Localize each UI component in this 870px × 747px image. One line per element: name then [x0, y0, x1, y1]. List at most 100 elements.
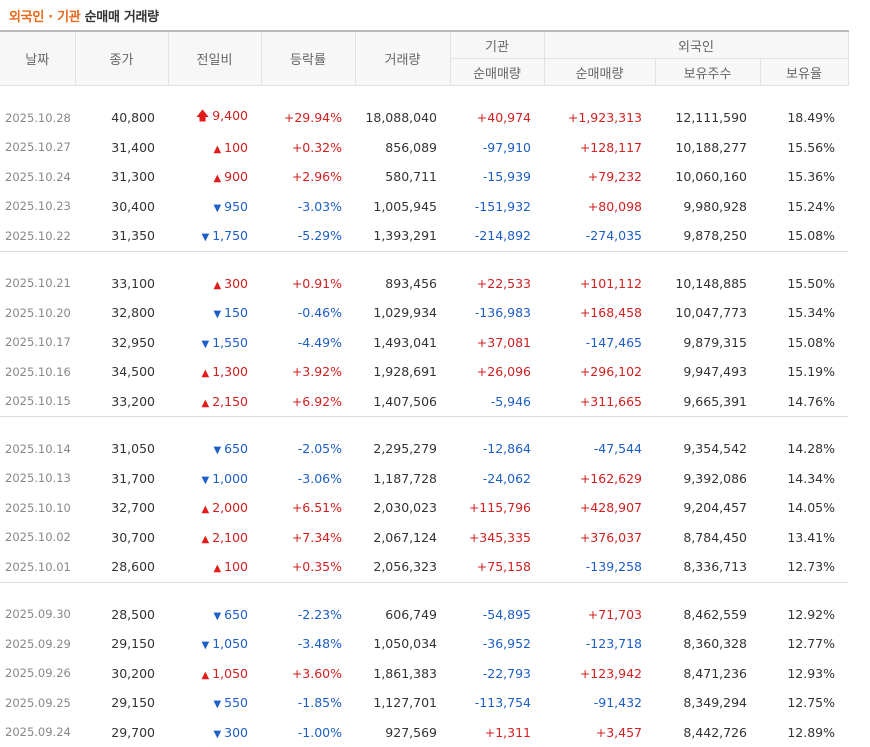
institution-net-cell: -54,895: [450, 600, 544, 630]
institution-net-cell: +37,081: [450, 328, 544, 358]
date-cell: 2025.10.24: [0, 162, 75, 192]
header-foreign-net[interactable]: 순매매량: [544, 59, 655, 86]
volume-cell: 1,187,728: [355, 464, 450, 494]
change-cell: ▲1,050: [168, 659, 261, 689]
rate-cell: -5.29%: [261, 221, 355, 251]
holding-ratio-cell: 15.08%: [760, 221, 848, 251]
foreign-net-cell: +71,703: [544, 600, 655, 630]
holding-ratio-cell: 13.41%: [760, 523, 848, 553]
volume-cell: 1,127,701: [355, 688, 450, 718]
down-triangle-icon: ▼: [213, 203, 221, 214]
down-triangle-icon: ▼: [213, 611, 221, 622]
date-cell: 2025.10.14: [0, 434, 75, 464]
rate-cell: -2.23%: [261, 600, 355, 630]
header-close[interactable]: 종가: [75, 31, 168, 86]
volume-cell: 606,749: [355, 600, 450, 630]
holding-ratio-cell: 14.28%: [760, 434, 848, 464]
foreign-net-cell: +101,112: [544, 269, 655, 299]
institution-net-cell: +75,158: [450, 552, 544, 582]
down-triangle-icon: ▼: [213, 729, 221, 740]
foreign-net-cell: -139,258: [544, 552, 655, 582]
change-value: 550: [224, 695, 248, 710]
rate-cell: -1.85%: [261, 688, 355, 718]
change-cell: ▲900: [168, 162, 261, 192]
date-cell: 2025.10.10: [0, 493, 75, 523]
close-cell: 28,600: [75, 552, 168, 582]
header-holdings[interactable]: 보유주수: [655, 59, 760, 86]
holding-ratio-cell: 12.92%: [760, 600, 848, 630]
foreign-net-cell: +79,232: [544, 162, 655, 192]
rate-cell: +29.94%: [261, 103, 355, 133]
institution-net-cell: -12,864: [450, 434, 544, 464]
header-holding-ratio[interactable]: 보유율: [760, 59, 848, 86]
title-separator: ·: [44, 10, 57, 25]
close-cell: 29,150: [75, 688, 168, 718]
change-value: 1,050: [212, 636, 248, 651]
date-cell: 2025.10.23: [0, 192, 75, 222]
close-cell: 31,400: [75, 133, 168, 163]
group-spacer: [0, 583, 848, 600]
title-suffix: 순매매 거래량: [80, 10, 158, 25]
rate-cell: +0.91%: [261, 269, 355, 299]
down-triangle-icon: ▼: [202, 475, 210, 486]
volume-cell: 18,088,040: [355, 103, 450, 133]
date-cell: 2025.10.16: [0, 357, 75, 387]
header-volume[interactable]: 거래량: [355, 31, 450, 86]
institution-net-cell: +115,796: [450, 493, 544, 523]
change-value: 9,400: [212, 108, 248, 123]
change-cell: ▲2,100: [168, 523, 261, 553]
close-cell: 30,700: [75, 523, 168, 553]
institution-net-cell: -136,983: [450, 298, 544, 328]
foreign-net-cell: -147,465: [544, 328, 655, 358]
header-institution-net[interactable]: 순매매량: [450, 59, 544, 86]
rate-cell: -4.49%: [261, 328, 355, 358]
institution-net-cell: -5,946: [450, 387, 544, 417]
header-foreign-group: 외국인: [544, 31, 848, 59]
change-cell: ▼950: [168, 192, 261, 222]
foreign-net-cell: -123,718: [544, 629, 655, 659]
holdings-cell: 9,665,391: [655, 387, 760, 417]
close-cell: 31,050: [75, 434, 168, 464]
group-spacer: [0, 86, 848, 104]
holding-ratio-cell: 14.76%: [760, 387, 848, 417]
volume-cell: 1,407,506: [355, 387, 450, 417]
change-cell: 🡅9,400: [168, 103, 261, 133]
change-cell: ▼300: [168, 718, 261, 747]
change-cell: ▲100: [168, 552, 261, 582]
change-cell: ▼1,000: [168, 464, 261, 494]
holdings-cell: 8,471,236: [655, 659, 760, 689]
change-value: 650: [224, 607, 248, 622]
holding-ratio-cell: 15.24%: [760, 192, 848, 222]
header-rate[interactable]: 등락률: [261, 31, 355, 86]
change-value: 2,000: [212, 500, 248, 515]
rate-cell: +3.60%: [261, 659, 355, 689]
change-value: 1,300: [212, 364, 248, 379]
change-cell: ▲2,150: [168, 387, 261, 417]
date-cell: 2025.10.20: [0, 298, 75, 328]
change-cell: ▲100: [168, 133, 261, 163]
header-change[interactable]: 전일비: [168, 31, 261, 86]
date-cell: 2025.10.21: [0, 269, 75, 299]
holding-ratio-cell: 14.05%: [760, 493, 848, 523]
close-cell: 32,950: [75, 328, 168, 358]
institution-net-cell: +1,311: [450, 718, 544, 747]
institution-net-cell: -22,793: [450, 659, 544, 689]
rate-cell: +0.35%: [261, 552, 355, 582]
up-triangle-icon: ▲: [213, 563, 221, 574]
header-date[interactable]: 날짜: [0, 31, 75, 86]
foreign-net-cell: +128,117: [544, 133, 655, 163]
down-triangle-icon: ▼: [202, 640, 210, 651]
change-cell: ▼1,050: [168, 629, 261, 659]
volume-cell: 1,928,691: [355, 357, 450, 387]
change-value: 300: [224, 276, 248, 291]
rate-cell: +6.92%: [261, 387, 355, 417]
holding-ratio-cell: 15.50%: [760, 269, 848, 299]
volume-cell: 1,493,041: [355, 328, 450, 358]
date-cell: 2025.10.22: [0, 221, 75, 251]
